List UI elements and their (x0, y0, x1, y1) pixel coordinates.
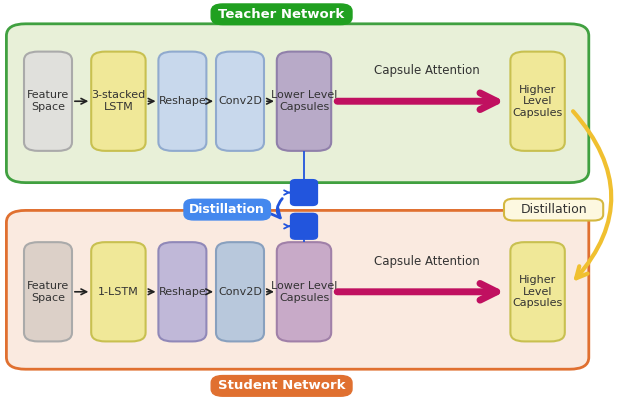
Text: Distillation: Distillation (189, 203, 265, 216)
FancyBboxPatch shape (91, 52, 146, 151)
FancyBboxPatch shape (216, 242, 264, 341)
Text: Student Network: Student Network (218, 380, 346, 392)
Text: Reshape: Reshape (159, 96, 206, 106)
Text: Higher
Level
Capsules: Higher Level Capsules (513, 85, 563, 118)
FancyBboxPatch shape (211, 4, 352, 25)
FancyBboxPatch shape (504, 199, 604, 221)
FancyBboxPatch shape (291, 179, 317, 206)
Text: Feature
Space: Feature Space (27, 281, 69, 303)
Text: Conv2D: Conv2D (218, 96, 262, 106)
Text: Feature
Space: Feature Space (27, 91, 69, 112)
FancyBboxPatch shape (24, 52, 72, 151)
FancyBboxPatch shape (277, 52, 332, 151)
Text: Conv2D: Conv2D (218, 287, 262, 297)
FancyBboxPatch shape (6, 24, 589, 183)
Text: Capsule Attention: Capsule Attention (374, 64, 480, 77)
FancyBboxPatch shape (158, 242, 206, 341)
Text: Distillation: Distillation (520, 203, 587, 216)
FancyBboxPatch shape (211, 376, 352, 396)
FancyBboxPatch shape (6, 210, 589, 369)
FancyBboxPatch shape (277, 242, 332, 341)
Text: Reshape: Reshape (159, 287, 206, 297)
Text: Lower Level
Capsules: Lower Level Capsules (271, 281, 337, 303)
FancyBboxPatch shape (184, 199, 270, 220)
Text: 1-LSTM: 1-LSTM (98, 287, 139, 297)
FancyBboxPatch shape (216, 52, 264, 151)
FancyBboxPatch shape (24, 242, 72, 341)
FancyBboxPatch shape (511, 242, 564, 341)
Text: Lower Level
Capsules: Lower Level Capsules (271, 91, 337, 112)
Text: Higher
Level
Capsules: Higher Level Capsules (513, 275, 563, 308)
Text: Teacher Network: Teacher Network (218, 8, 345, 21)
FancyBboxPatch shape (91, 242, 146, 341)
Text: Capsule Attention: Capsule Attention (374, 255, 480, 268)
Text: 3-stacked
LSTM: 3-stacked LSTM (92, 91, 145, 112)
FancyBboxPatch shape (158, 52, 206, 151)
FancyBboxPatch shape (511, 52, 564, 151)
FancyBboxPatch shape (291, 214, 317, 239)
